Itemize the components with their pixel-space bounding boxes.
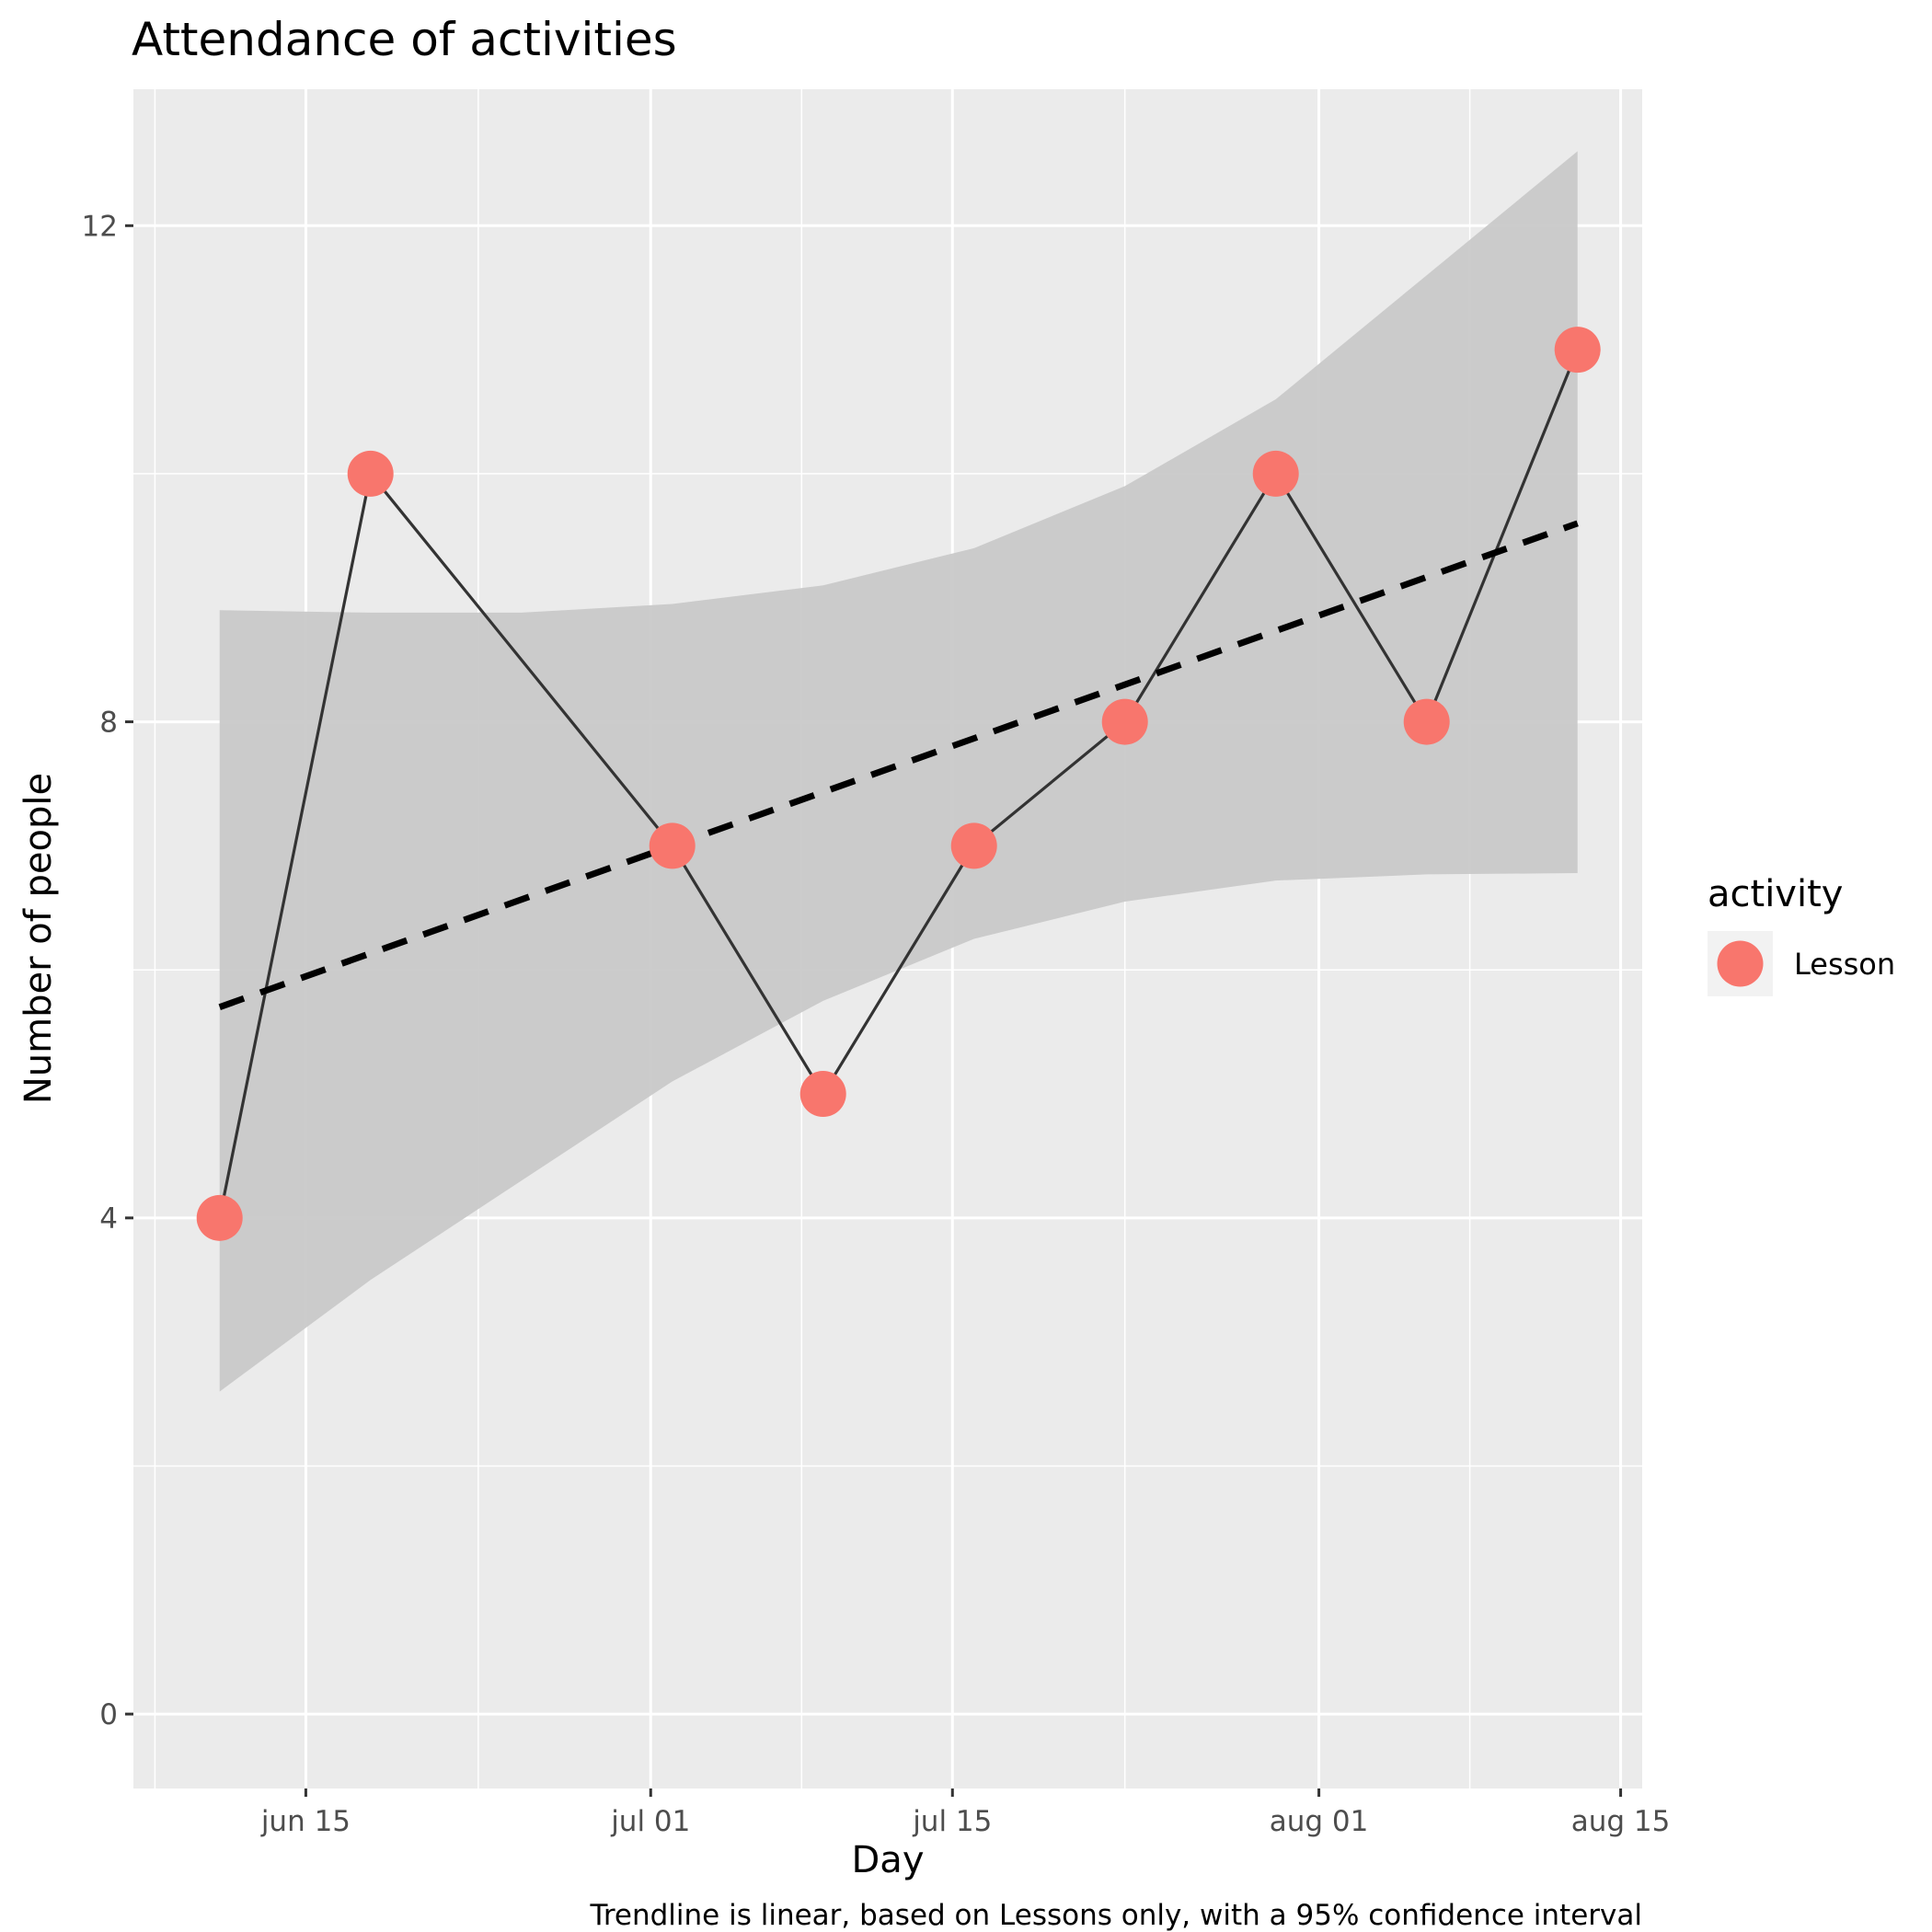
x-tick-label: jul 15 xyxy=(912,1805,992,1838)
trendline-linear xyxy=(218,520,1579,1010)
data-point-lesson xyxy=(1554,327,1601,374)
legend-key-lesson xyxy=(1717,940,1764,987)
y-tick-label: 4 xyxy=(99,1202,118,1236)
y-tick-label: 12 xyxy=(82,210,118,243)
x-tick-label: aug 01 xyxy=(1270,1805,1369,1838)
y-tick-label: 8 xyxy=(99,707,118,740)
data-point-lesson xyxy=(649,822,696,869)
data-point-lesson xyxy=(1252,450,1299,497)
x-axis-title: Day xyxy=(852,1839,925,1881)
chart-title: Attendance of activities xyxy=(132,13,677,66)
y-axis-title: Number of people xyxy=(17,773,60,1104)
trendline xyxy=(218,520,1579,1010)
legend-label-lesson: Lesson xyxy=(1794,947,1895,982)
data-point-lesson xyxy=(196,1194,243,1241)
data-point-lesson xyxy=(1101,698,1148,745)
legend-title: activity xyxy=(1708,873,1843,915)
data-point-lesson xyxy=(950,822,997,869)
x-tick-label: jun 15 xyxy=(260,1805,351,1838)
x-axis-ticks: jun 15 jul 01 jul 15 aug 01 aug 15 xyxy=(260,1788,1671,1838)
data-point-lesson xyxy=(347,450,394,497)
data-point-lesson xyxy=(799,1071,846,1118)
y-axis-ticks: 0 4 8 12 xyxy=(82,210,133,1731)
x-tick-label: aug 15 xyxy=(1571,1805,1671,1838)
confidence-band-area xyxy=(219,151,1578,1392)
y-tick-label: 0 xyxy=(99,1698,118,1731)
legend: activity Lesson xyxy=(1708,873,1895,996)
x-tick-label: jul 01 xyxy=(610,1805,690,1838)
data-points xyxy=(196,327,1601,1241)
data-point-lesson xyxy=(1403,698,1450,745)
confidence-band xyxy=(219,151,1578,1392)
chart-caption: Trendline is linear, based on Lessons on… xyxy=(589,1899,1642,1932)
